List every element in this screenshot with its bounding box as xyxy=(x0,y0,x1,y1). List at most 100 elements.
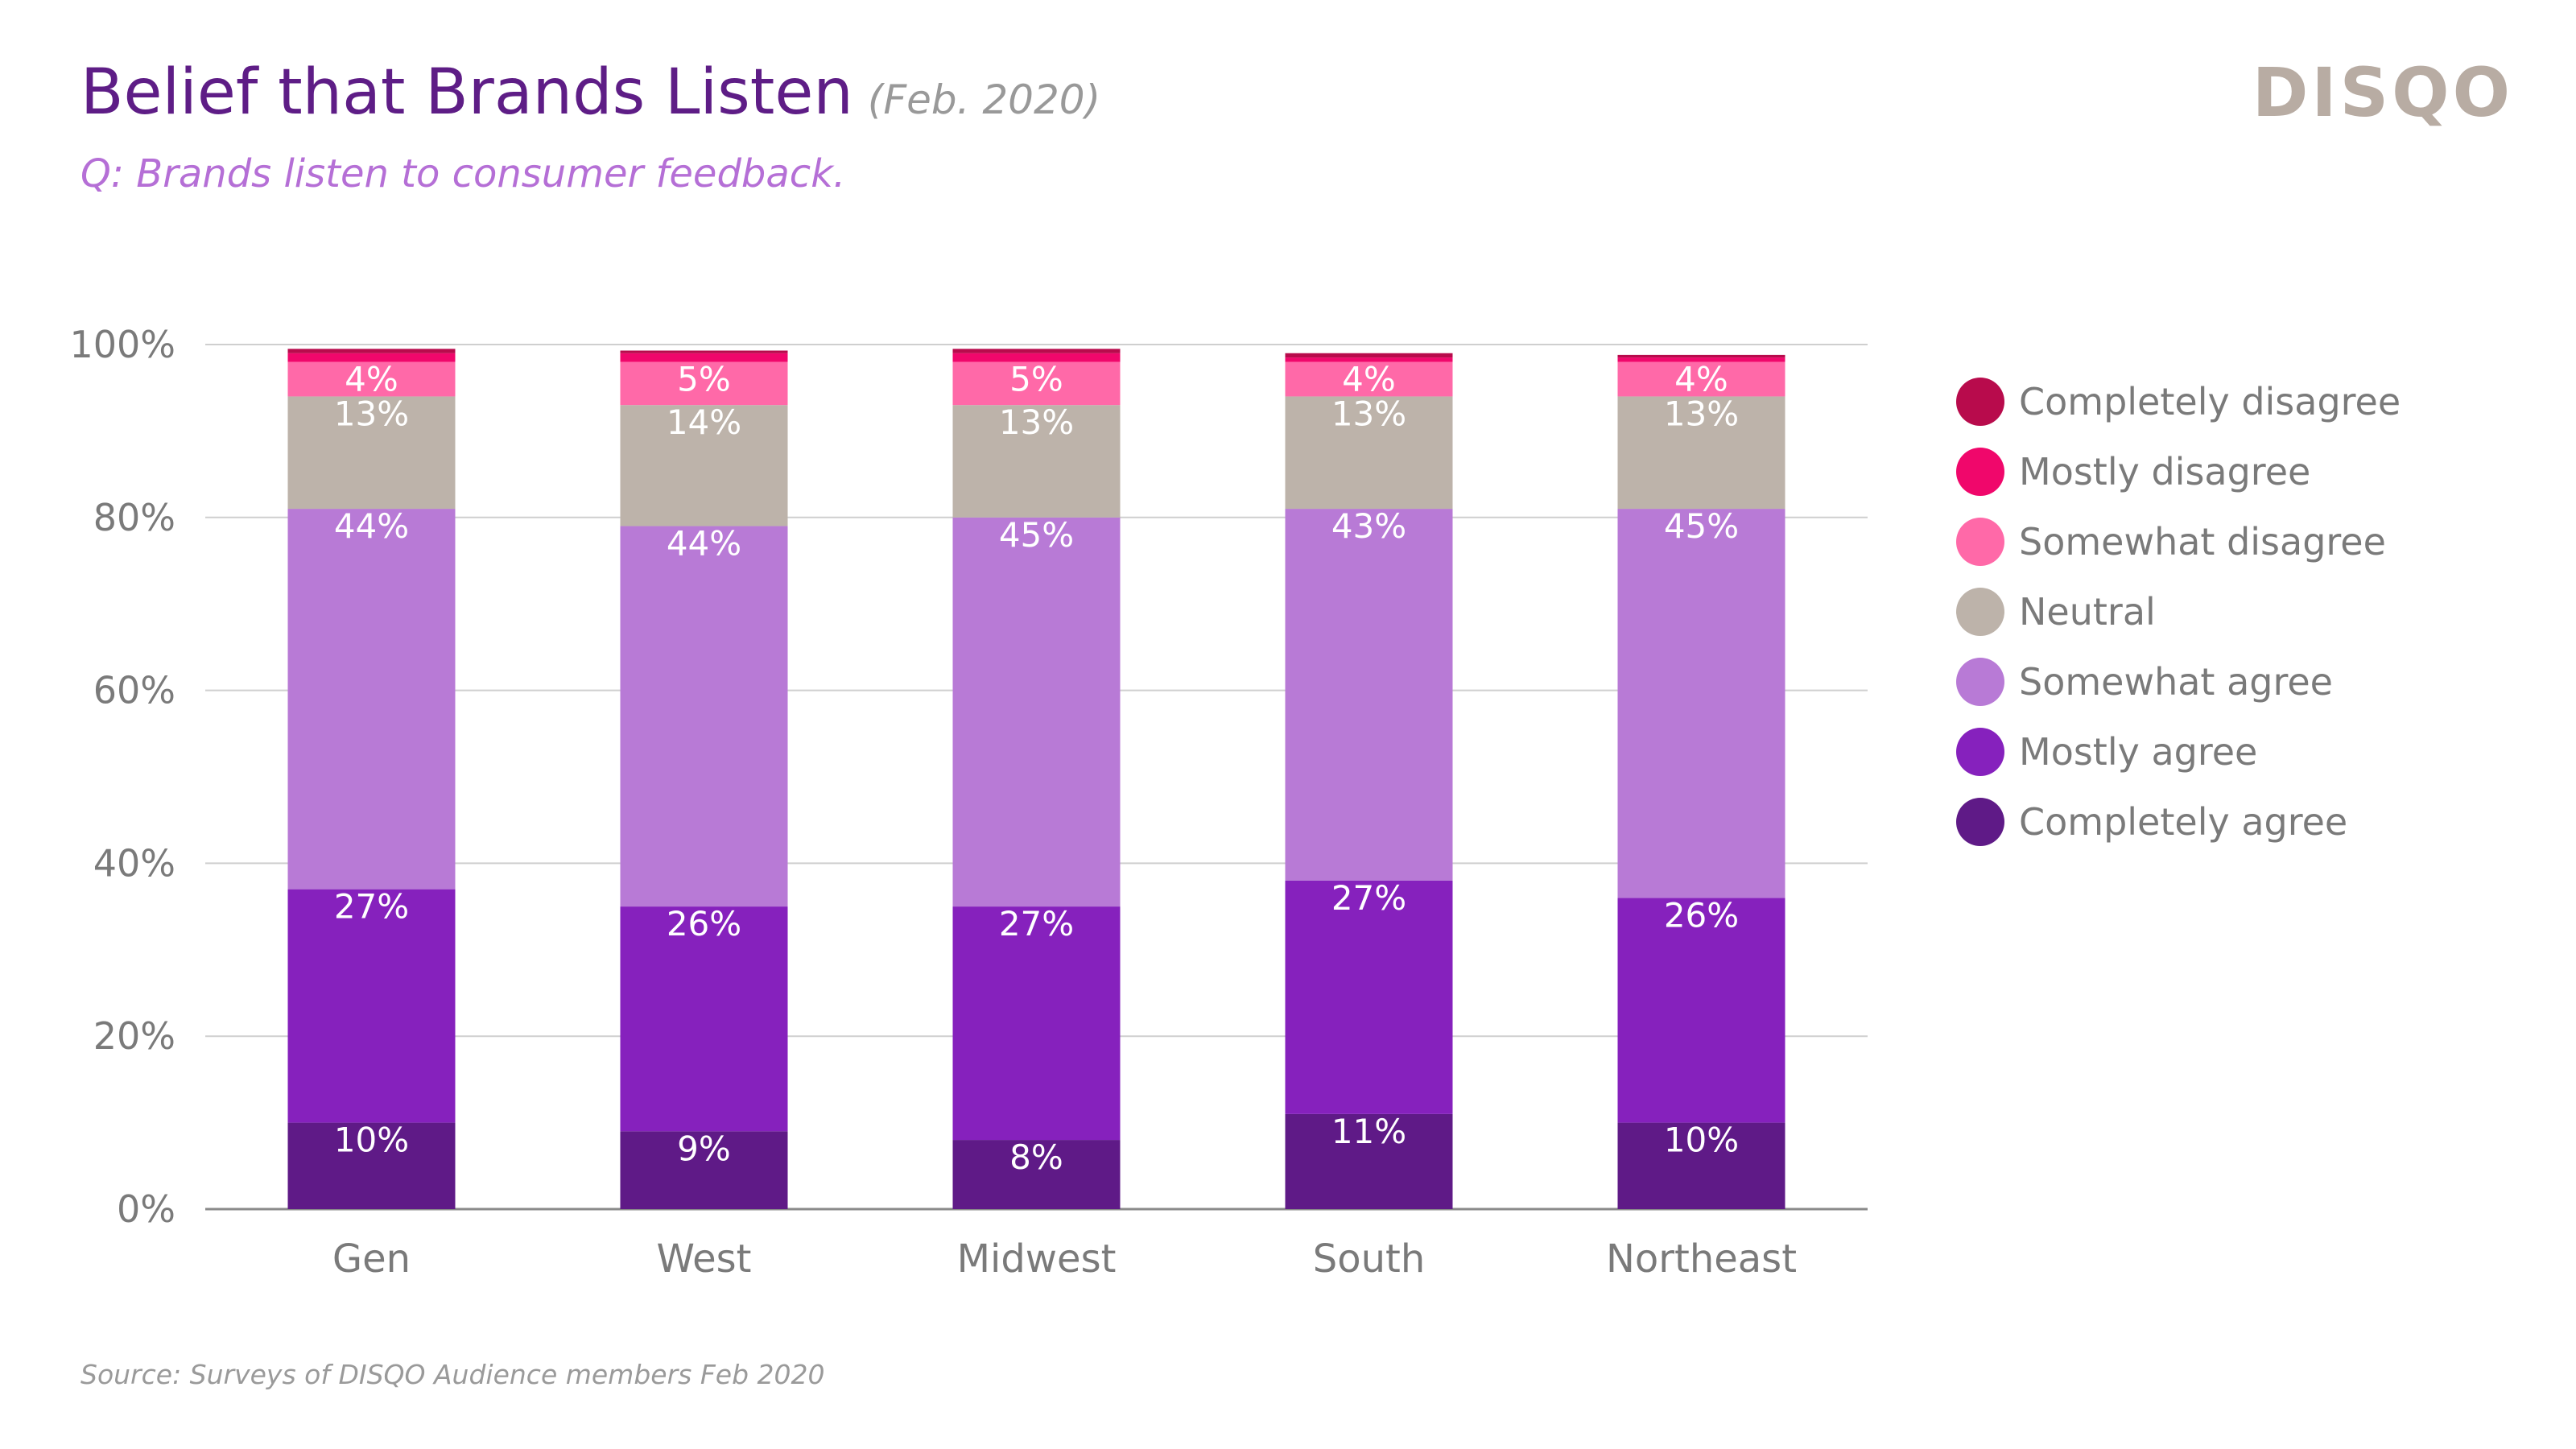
bar-segment xyxy=(1285,361,1453,397)
data-label: 27% xyxy=(999,904,1074,943)
x-tick-label: South xyxy=(1313,1236,1426,1282)
bar-segment xyxy=(1285,396,1453,510)
bar-segment xyxy=(620,350,788,353)
legend-label: Somewhat agree xyxy=(2019,659,2333,704)
legend-swatch xyxy=(1956,797,2004,846)
data-label: 10% xyxy=(1664,1121,1739,1160)
data-label: 44% xyxy=(667,524,741,564)
bar-segment xyxy=(952,517,1121,907)
data-label: 8% xyxy=(1009,1137,1063,1177)
x-tick-label: Northeast xyxy=(1606,1236,1797,1282)
bar-segment xyxy=(1285,880,1453,1114)
legend-swatch xyxy=(1956,517,2004,566)
y-tick-label: 20% xyxy=(93,1014,175,1058)
legend-label: Somewhat disagree xyxy=(2019,519,2386,564)
data-label: 13% xyxy=(1331,394,1406,433)
y-tick-label: 60% xyxy=(93,669,175,712)
bar-segment xyxy=(620,526,788,907)
data-label: 10% xyxy=(334,1121,409,1160)
data-label: 27% xyxy=(1331,878,1406,918)
bar-segment xyxy=(952,906,1121,1141)
y-tick-label: 0% xyxy=(117,1187,175,1231)
bar-segment xyxy=(620,1131,788,1209)
chart-legend: Completely disagree Mostly disagree Somewh… xyxy=(1956,366,2401,857)
data-label: 26% xyxy=(667,904,741,943)
data-label: 14% xyxy=(667,402,741,442)
bar-segment xyxy=(1285,509,1453,881)
chart-title-row: Belief that Brands Listen (Feb. 2020) xyxy=(80,56,1100,129)
bar-segment xyxy=(287,349,456,353)
bar-segment xyxy=(952,349,1121,353)
bar-segment xyxy=(1617,509,1785,898)
y-tick-label: 80% xyxy=(93,496,175,539)
bar-segment xyxy=(1285,353,1453,358)
legend-swatch xyxy=(1956,447,2004,496)
data-label: 13% xyxy=(1664,394,1739,433)
legend-item: Completely disagree xyxy=(1956,366,2401,436)
bar-segment xyxy=(287,353,456,362)
y-tick-label: 100% xyxy=(69,323,175,366)
chart-date: (Feb. 2020) xyxy=(867,76,1101,123)
data-label: 5% xyxy=(1009,359,1063,398)
data-label: 43% xyxy=(1331,506,1406,546)
bar-segment xyxy=(620,405,788,526)
bar-segment xyxy=(952,1140,1121,1209)
chart-subtitle: Q: Brands listen to consumer feedback. xyxy=(80,151,846,196)
legend-item: Mostly disagree xyxy=(1956,436,2401,506)
source-note: Source: Surveys of DISQO Audience member… xyxy=(80,1359,825,1390)
bar-segment xyxy=(952,361,1121,406)
data-label: 4% xyxy=(1674,359,1728,398)
bar-segment xyxy=(620,361,788,406)
bar-segment xyxy=(1617,1122,1785,1209)
data-label: 13% xyxy=(999,402,1074,442)
data-label: 4% xyxy=(345,359,398,398)
legend-item: Completely agree xyxy=(1956,786,2401,857)
legend-item: Somewhat disagree xyxy=(1956,506,2401,576)
bar-segment xyxy=(952,405,1121,518)
legend-item: Mostly agree xyxy=(1956,716,2401,786)
bar-segment xyxy=(287,361,456,397)
data-label: 45% xyxy=(1664,506,1739,546)
legend-item: Neutral xyxy=(1956,576,2401,646)
data-label: 13% xyxy=(334,394,409,433)
chart-title: Belief that Brands Listen xyxy=(80,56,853,129)
data-label: 4% xyxy=(1342,359,1396,398)
x-tick-label: West xyxy=(656,1236,751,1282)
legend-swatch xyxy=(1956,377,2004,426)
bar-segment xyxy=(1617,357,1785,362)
bar-segment xyxy=(1617,898,1785,1123)
data-label: 11% xyxy=(1331,1112,1406,1151)
bar-segment xyxy=(620,353,788,362)
legend-swatch xyxy=(1956,727,2004,776)
data-label: 5% xyxy=(677,359,731,398)
legend-label: Neutral xyxy=(2019,589,2156,634)
bar-segment xyxy=(620,906,788,1132)
bar-segment xyxy=(952,353,1121,362)
legend-item: Somewhat agree xyxy=(1956,646,2401,716)
bar-segment xyxy=(287,396,456,510)
x-tick-label: Gen xyxy=(332,1236,411,1282)
legend-label: Completely agree xyxy=(2019,799,2348,844)
legend-label: Completely disagree xyxy=(2019,379,2401,423)
data-label: 44% xyxy=(334,506,409,546)
legend-label: Mostly disagree xyxy=(2019,449,2311,493)
data-label: 9% xyxy=(677,1129,731,1168)
data-label: 27% xyxy=(334,887,409,927)
legend-swatch xyxy=(1956,657,2004,706)
bar-segment xyxy=(1617,361,1785,397)
disqo-logo: DISQO xyxy=(2252,53,2513,132)
x-tick-label: Midwest xyxy=(957,1236,1117,1282)
bar-segment xyxy=(287,509,456,890)
bar-segment xyxy=(1617,396,1785,510)
legend-label: Mostly agree xyxy=(2019,729,2258,774)
data-label: 45% xyxy=(999,515,1074,555)
bar-segment xyxy=(287,1122,456,1209)
y-tick-label: 40% xyxy=(93,841,175,885)
bar-segment xyxy=(1285,1113,1453,1209)
data-label: 26% xyxy=(1664,895,1739,935)
legend-swatch xyxy=(1956,587,2004,636)
bar-segment xyxy=(1285,357,1453,362)
bar-segment xyxy=(287,889,456,1123)
bar-segment xyxy=(1617,354,1785,358)
